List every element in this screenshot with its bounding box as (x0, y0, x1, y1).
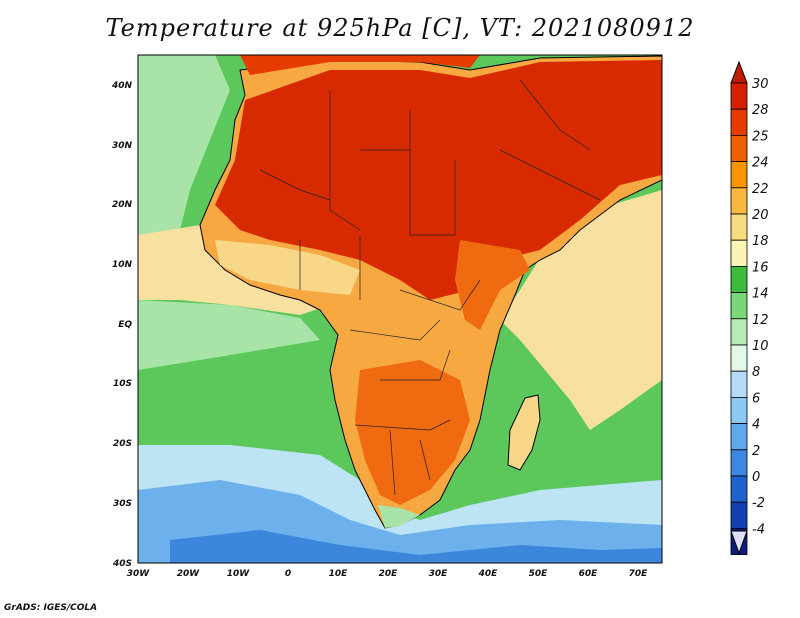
south-deep-band (170, 530, 662, 563)
land-warm-horn (455, 240, 530, 330)
atlantic-pale-green-north (138, 55, 230, 240)
colorbar-bottom-arrow (730, 530, 748, 555)
colorbar-swatch (730, 423, 748, 451)
map-frame (137, 54, 663, 564)
colorbar-label: 25 (752, 129, 769, 144)
land-cool-cape (378, 505, 420, 528)
lon-tick-label: 10W (227, 569, 251, 579)
colorbar-swatch (730, 370, 748, 398)
colorbar-label: 20 (752, 208, 769, 223)
lat-axis: 40N 30N 20N 10N EQ 10S 20S 30S 40S (111, 81, 133, 569)
colorbar-swatch (730, 501, 748, 529)
lat-tick-label: 30S (113, 499, 132, 509)
colorbar-swatch (730, 187, 748, 215)
colorbar-swatch (730, 265, 748, 293)
colorbar-label: 12 (752, 313, 769, 328)
colorbar-label: 0 (752, 470, 760, 485)
lon-tick-label: 40E (478, 569, 499, 579)
atlantic-pale-green-mid (138, 300, 320, 370)
colorbar-top-arrow (730, 60, 748, 84)
colorbar-swatch (730, 396, 748, 424)
colorbar-label: -2 (752, 496, 765, 511)
credit-label: GrADS: IGES/COLA (4, 603, 98, 613)
land-hot-core (215, 60, 662, 300)
colorbar-swatch (730, 161, 748, 189)
land-mild-sahel (215, 240, 360, 295)
lon-tick-label: 60E (579, 569, 599, 579)
lon-tick-label: 70E (629, 569, 649, 579)
lon-axis: 30W 20W 10W 0 10E 20E 30E 40E 50E 60E 70… (127, 569, 648, 579)
colorbar-label: 16 (752, 260, 769, 275)
island-madagascar (507, 394, 541, 471)
colorbar-label: 8 (752, 365, 760, 380)
colorbar-label: 22 (752, 182, 769, 197)
colorbar-swatch (730, 318, 748, 346)
colorbar-label: 6 (752, 391, 760, 406)
lon-tick-label: 20E (379, 569, 399, 579)
map-title: Temperature at 925hPa [C], VT: 202108091… (105, 14, 695, 42)
colorbar-label: 2 (752, 444, 760, 459)
colorbar-label: 18 (752, 234, 769, 249)
colorbar-swatch (730, 82, 748, 110)
colorbar-swatch (730, 108, 748, 136)
colorbar-swatch (730, 292, 748, 320)
lon-tick-label: 30W (127, 569, 151, 579)
colorbar-label: 14 (752, 287, 769, 302)
colorbar-label: 10 (752, 339, 769, 354)
colorbar-label: 4 (752, 418, 760, 433)
colorbar-swatch (730, 475, 748, 503)
colorbar-swatch (730, 239, 748, 267)
lon-tick-label: 0 (285, 569, 291, 579)
lon-tick-label: 30E (429, 569, 449, 579)
colorbar-label: -4 (752, 522, 765, 537)
lat-tick-label: 10S (113, 379, 132, 389)
colorbar-label: 30 (752, 77, 769, 92)
lon-tick-label: 10E (329, 569, 349, 579)
colorbar-swatch (730, 344, 748, 372)
lon-tick-label: 50E (529, 569, 549, 579)
indian-ocean-cream (500, 190, 662, 430)
colorbar-label: 24 (752, 156, 769, 171)
temperature-field (138, 55, 662, 563)
lat-tick-label: 20N (112, 200, 133, 210)
colorbar-swatch (730, 213, 748, 241)
land-europe-fringe (240, 55, 480, 75)
lat-tick-label: EQ (118, 320, 132, 330)
lat-tick-label: 40N (111, 81, 133, 91)
lon-tick-label: 20W (177, 569, 201, 579)
colorbar-label: 28 (752, 103, 769, 118)
lat-tick-label: 40S (112, 559, 132, 569)
country-borders (259, 79, 601, 496)
colorbar-swatch (730, 449, 748, 477)
lat-tick-label: 20S (113, 439, 132, 449)
lat-tick-label: 30N (112, 141, 133, 151)
land-warm-south (355, 360, 470, 505)
lat-tick-label: 10N (112, 260, 133, 270)
colorbar-swatch (730, 134, 748, 162)
